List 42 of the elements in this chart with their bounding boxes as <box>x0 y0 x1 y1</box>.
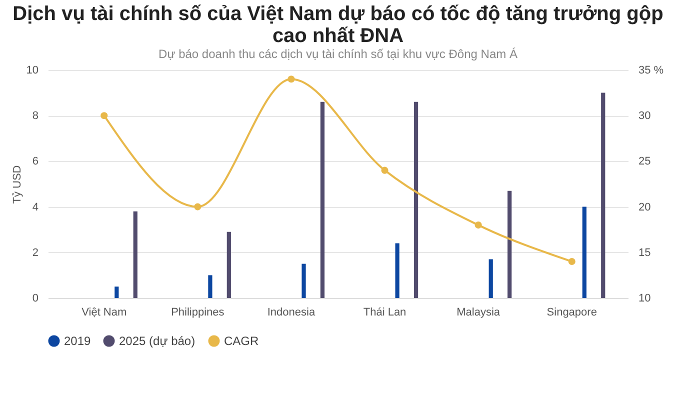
x-tick-label: Singapore <box>546 306 597 318</box>
chart-subtitle: Dự báo doanh thu các dịch vụ tài chính số tại khu vực Đông Nam Á <box>158 47 518 61</box>
x-tick-label: Philippines <box>171 306 225 318</box>
x-tick-label: Thái Lan <box>363 306 406 318</box>
y2-tick-label: 25 <box>638 156 651 168</box>
point <box>288 76 295 83</box>
bar <box>582 206 586 298</box>
y-tick-label: 6 <box>32 156 38 168</box>
legend-label: 2019 <box>64 334 92 348</box>
point <box>194 203 202 210</box>
y-tick-label: 10 <box>26 64 38 76</box>
bar <box>133 211 138 298</box>
point <box>381 166 388 174</box>
y-axis-title: Tỷ USD <box>11 165 24 204</box>
bar <box>488 259 493 298</box>
point <box>568 258 576 266</box>
bar <box>208 275 212 298</box>
bar <box>114 286 119 298</box>
y2-tick-label: 15 <box>638 246 651 259</box>
x-tick-label: Việt Nam <box>82 306 127 318</box>
y2-tick-label: 30 <box>638 110 651 122</box>
bar <box>508 190 512 298</box>
legend-label: 2025 (dự báo) <box>119 334 196 348</box>
bar <box>395 243 400 298</box>
y2-tick-label: 20 <box>638 201 651 214</box>
y-tick-label: 2 <box>32 246 38 259</box>
y-tick-label: 4 <box>32 201 38 214</box>
bar <box>601 92 606 298</box>
legend-label: CAGR <box>224 334 260 348</box>
x-tick-label: Malaysia <box>456 306 501 318</box>
y-tick-label: 8 <box>32 110 38 122</box>
y-tick-label: 0 <box>32 292 38 304</box>
point <box>100 112 108 120</box>
bar <box>302 264 306 298</box>
bar <box>226 232 231 298</box>
bar <box>320 102 325 298</box>
chart-title: Dịch vụ tài chính số của Việt Nam dự báo có tốc độ tăng trưởng gộp cao nhất ĐNA <box>12 3 664 47</box>
x-tick-label: Indonesia <box>267 306 316 318</box>
point <box>474 222 482 229</box>
bar <box>414 102 418 298</box>
y2-tick-label: 10 <box>638 292 651 304</box>
y2-tick-label: 35 % <box>638 64 664 76</box>
